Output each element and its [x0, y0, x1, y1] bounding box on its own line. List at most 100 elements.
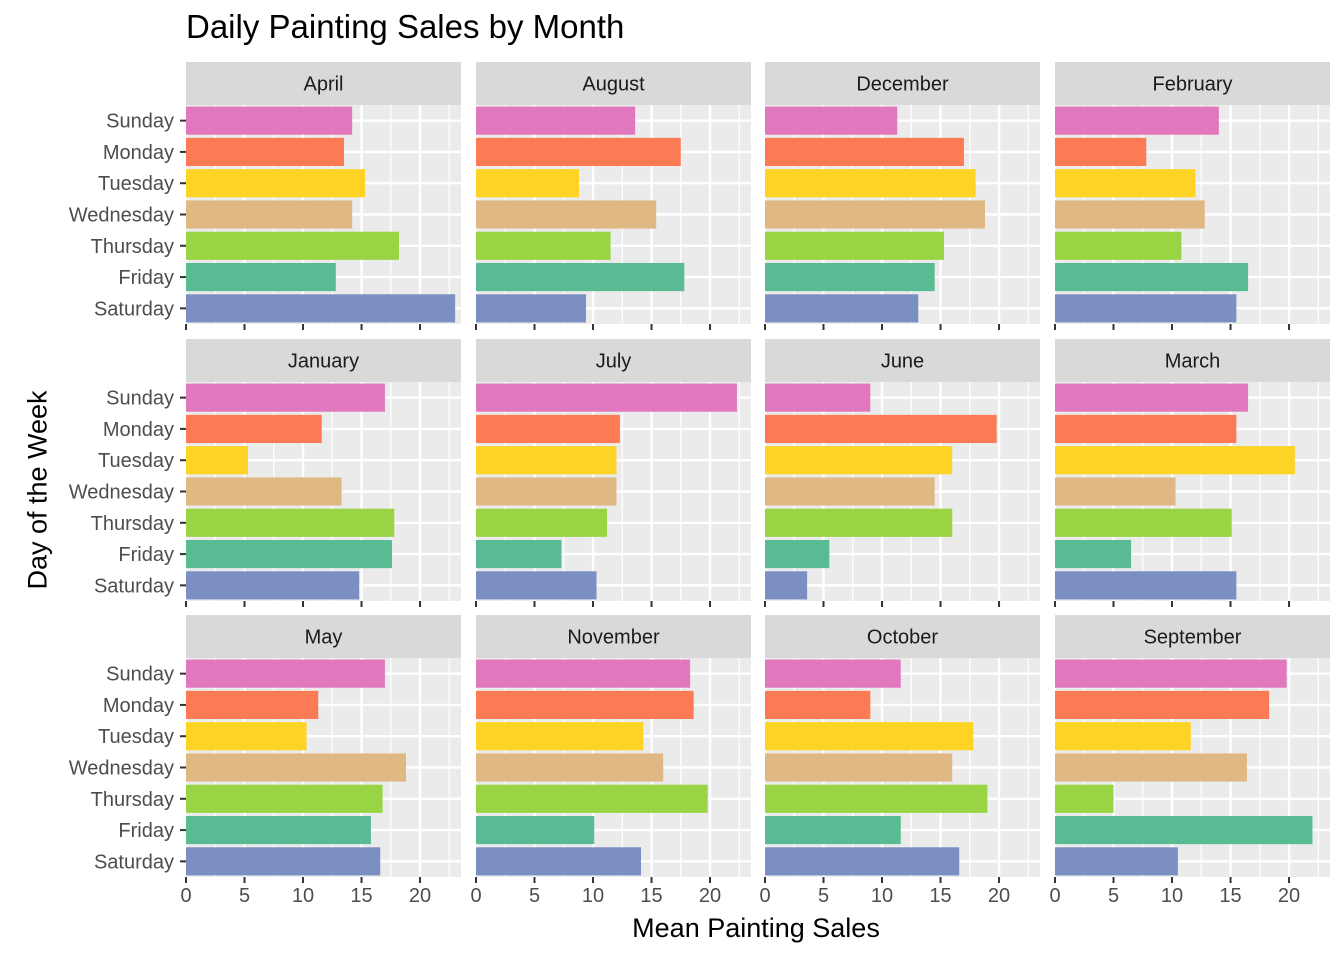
x-tick-label: 10: [871, 885, 893, 907]
bar-january-saturday: [186, 571, 360, 600]
bar-july-sunday: [476, 383, 737, 412]
bar-may-thursday: [186, 784, 383, 813]
bar-august-sunday: [476, 106, 636, 135]
bar-april-sunday: [186, 106, 353, 135]
facet-strip-may: [186, 615, 461, 658]
y-tick-label: Thursday: [91, 513, 174, 535]
facet-label-may: May: [305, 627, 343, 649]
bar-may-wednesday: [186, 753, 406, 782]
facet-strip-june: [765, 339, 1040, 382]
bar-october-wednesday: [765, 753, 953, 782]
bar-july-monday: [476, 414, 620, 444]
bar-december-wednesday: [765, 200, 985, 229]
bar-september-tuesday: [1055, 722, 1191, 751]
x-tick-label: 20: [409, 885, 431, 907]
bar-august-monday: [476, 137, 681, 167]
y-tick-label: Monday: [103, 142, 174, 164]
bar-august-wednesday: [476, 200, 657, 229]
bar-february-tuesday: [1055, 169, 1196, 198]
x-tick-label: 0: [1049, 885, 1060, 907]
facet-strip-august: [476, 62, 751, 105]
bar-june-thursday: [765, 508, 953, 537]
facet-label-october: October: [867, 627, 938, 649]
bar-april-thursday: [186, 231, 399, 260]
facet-label-march: March: [1165, 351, 1221, 373]
x-tick-label: 5: [818, 885, 829, 907]
chart-title: Daily Painting Sales by Month: [186, 8, 625, 45]
bar-march-sunday: [1055, 383, 1249, 412]
facet-label-january: January: [288, 351, 359, 373]
x-tick-label: 15: [1219, 885, 1241, 907]
y-tick-label: Monday: [103, 419, 174, 441]
x-tick-label: 0: [759, 885, 770, 907]
facet-label-june: June: [881, 351, 924, 373]
y-tick-label: Thursday: [91, 236, 174, 258]
y-tick-label: Tuesday: [98, 450, 174, 472]
bar-august-tuesday: [476, 169, 579, 198]
bar-january-monday: [186, 414, 322, 444]
y-tick-label: Friday: [118, 544, 174, 566]
x-tick-label: 5: [239, 885, 250, 907]
x-tick-label: 10: [1161, 885, 1183, 907]
x-tick-label: 20: [699, 885, 721, 907]
x-tick-label: 10: [292, 885, 314, 907]
bar-february-monday: [1055, 137, 1147, 167]
bar-january-friday: [186, 539, 392, 569]
facet-label-february: February: [1152, 74, 1232, 96]
bar-october-saturday: [765, 847, 960, 876]
bar-september-wednesday: [1055, 753, 1247, 782]
facet-strip-july: [476, 339, 751, 382]
bar-june-monday: [765, 414, 997, 444]
bar-april-saturday: [186, 294, 456, 323]
y-tick-label: Wednesday: [69, 758, 174, 780]
bar-may-sunday: [186, 659, 385, 688]
bar-october-monday: [765, 690, 871, 720]
facet-label-april: April: [303, 74, 343, 96]
bar-january-tuesday: [186, 446, 249, 475]
bar-march-friday: [1055, 539, 1132, 569]
facet-strip-december: [765, 62, 1040, 105]
bar-november-saturday: [476, 847, 641, 876]
bar-february-friday: [1055, 262, 1249, 292]
facet-label-december: December: [856, 74, 949, 96]
x-tick-label: 5: [529, 885, 540, 907]
bar-september-monday: [1055, 690, 1270, 720]
bar-march-wednesday: [1055, 477, 1176, 506]
bar-august-thursday: [476, 231, 611, 260]
facet-strip-september: [1055, 615, 1330, 658]
facet-label-november: November: [567, 627, 660, 649]
bar-january-sunday: [186, 383, 385, 412]
facet-label-september: September: [1144, 627, 1242, 649]
bar-may-friday: [186, 815, 371, 845]
bar-january-thursday: [186, 508, 395, 537]
facet-strip-april: [186, 62, 461, 105]
y-tick-label: Sunday: [106, 111, 174, 133]
bar-april-friday: [186, 262, 336, 292]
bar-december-thursday: [765, 231, 945, 260]
facet-strip-january: [186, 339, 461, 382]
bar-may-saturday: [186, 847, 381, 876]
bar-december-tuesday: [765, 169, 976, 198]
bar-october-friday: [765, 815, 901, 845]
x-axis-title: Mean Painting Sales: [632, 913, 880, 943]
x-tick-label: 20: [1278, 885, 1300, 907]
bar-january-wednesday: [186, 477, 342, 506]
bar-december-friday: [765, 262, 935, 292]
bar-june-wednesday: [765, 477, 935, 506]
bar-july-tuesday: [476, 446, 617, 475]
bar-september-thursday: [1055, 784, 1114, 813]
y-tick-label: Thursday: [91, 789, 174, 811]
bar-november-friday: [476, 815, 595, 845]
x-tick-label: 15: [640, 885, 662, 907]
bar-november-wednesday: [476, 753, 664, 782]
bar-may-tuesday: [186, 722, 307, 751]
bar-july-thursday: [476, 508, 608, 537]
bar-february-wednesday: [1055, 200, 1205, 229]
y-tick-label: Tuesday: [98, 173, 174, 195]
bar-september-saturday: [1055, 847, 1178, 876]
bar-may-monday: [186, 690, 319, 720]
bar-march-saturday: [1055, 571, 1237, 600]
y-tick-label: Saturday: [94, 575, 174, 597]
bar-march-tuesday: [1055, 446, 1295, 475]
